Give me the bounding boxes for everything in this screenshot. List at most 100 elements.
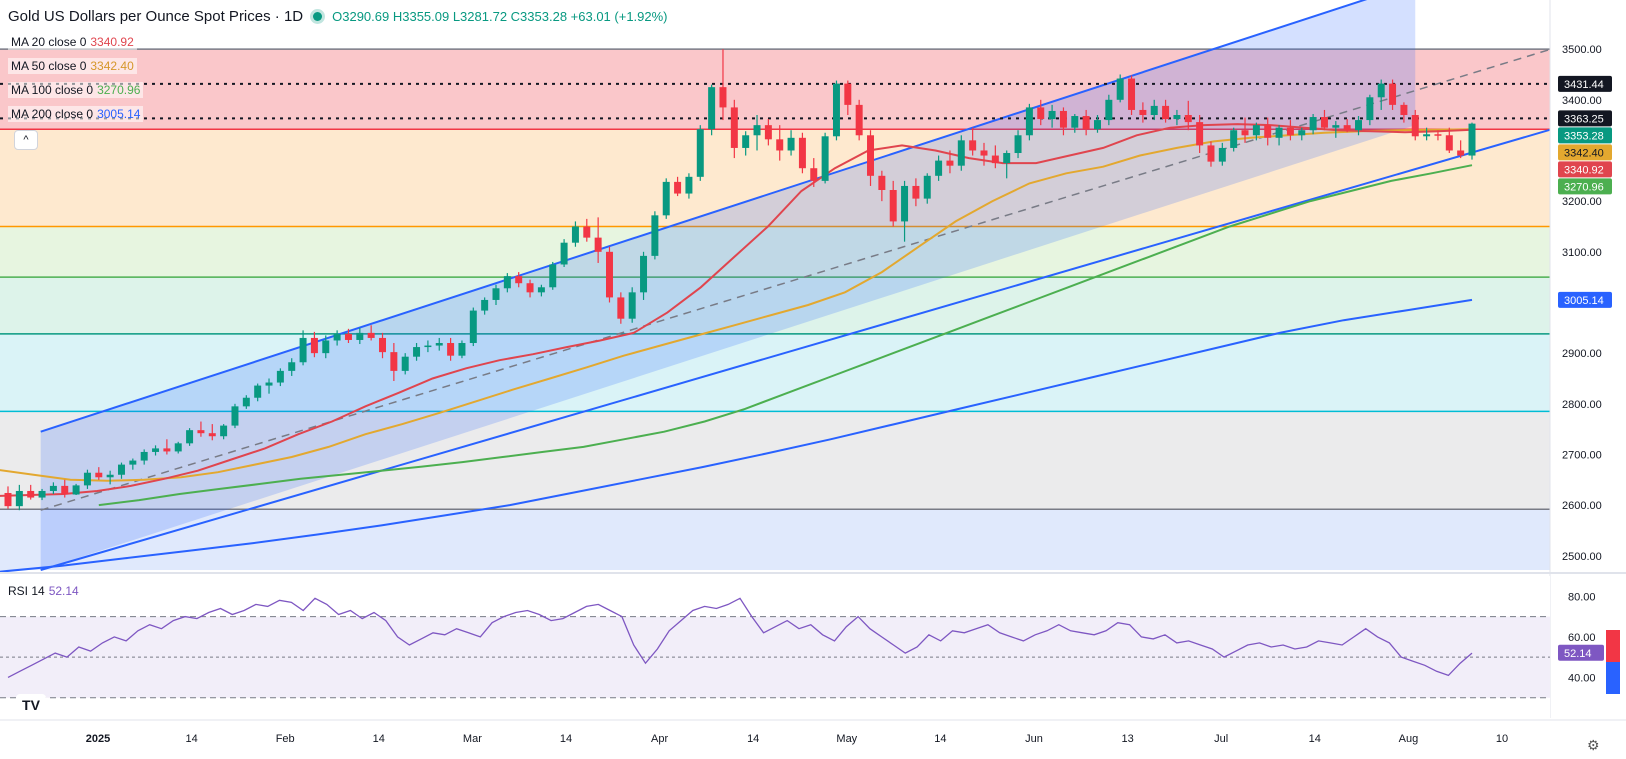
candle-body	[1377, 83, 1385, 98]
candle-body	[1298, 130, 1306, 136]
candle-body	[742, 135, 750, 148]
candle-body	[1320, 117, 1328, 128]
ma20-legend[interactable]: MA 20 close 0 3340.92	[8, 34, 137, 50]
price-tick-label: 3100.00	[1562, 247, 1602, 259]
candle-body	[1343, 125, 1351, 131]
chevron-up-icon[interactable]: ^	[14, 130, 38, 150]
candle-body	[186, 430, 194, 444]
candle-body	[594, 237, 602, 252]
candle-body	[719, 87, 727, 108]
candle-body	[1139, 109, 1147, 116]
market-status-icon	[313, 12, 323, 21]
candle-body	[889, 190, 897, 222]
price-tick-label: 2500.00	[1562, 551, 1602, 563]
candle-body	[764, 125, 772, 140]
ma200-label: MA 200 close 0	[11, 107, 94, 121]
time-tick-label: May	[836, 733, 857, 745]
candle-body	[1059, 110, 1067, 128]
candle-body	[447, 343, 455, 356]
candle-body	[1252, 125, 1260, 136]
candle-body	[1309, 117, 1317, 131]
candle-body	[1082, 116, 1090, 130]
candle-body	[152, 448, 160, 452]
candle-body	[49, 485, 57, 491]
time-tick-label: Feb	[276, 733, 295, 745]
candle-body	[1207, 145, 1215, 162]
price-badge-label: 3353.28	[1564, 130, 1604, 142]
ma50-value: 3342.40	[90, 59, 134, 73]
candle-body	[537, 287, 545, 293]
candle-body	[424, 345, 432, 348]
candle-body	[344, 333, 352, 340]
ma20-line	[0, 123, 1473, 497]
candle-body	[481, 299, 489, 311]
candle-body	[923, 175, 931, 199]
candle-body	[1105, 99, 1113, 121]
candle-body	[379, 337, 387, 353]
candle-body	[549, 264, 557, 288]
rsi-legend[interactable]: RSI 14 52.14	[8, 584, 79, 598]
candle-body	[571, 226, 579, 243]
candle-body	[798, 137, 806, 169]
time-tick-label: 14	[373, 733, 385, 745]
time-tick-label: 14	[747, 733, 759, 745]
candle-body	[15, 490, 23, 507]
rsi-color-bar-blue	[1606, 662, 1620, 694]
candle-body	[1025, 107, 1033, 136]
candle-body	[991, 155, 999, 164]
candle-body	[1173, 115, 1181, 120]
ma100-legend[interactable]: MA 100 close 0 3270.96	[8, 82, 144, 98]
candle-body	[163, 448, 171, 452]
candle-body	[231, 406, 239, 426]
candle-body	[935, 160, 943, 176]
rsi-tick-label: 60.00	[1568, 632, 1596, 644]
candle-body	[674, 181, 682, 194]
fib-zone	[0, 509, 1550, 570]
candle-body	[265, 382, 273, 386]
fib-zone	[0, 411, 1550, 510]
ma100-label: MA 100 close 0	[11, 83, 94, 97]
price-tick-label: 2900.00	[1562, 348, 1602, 360]
candle-body	[1184, 115, 1192, 123]
candle-body	[106, 474, 114, 478]
tradingview-logo-icon[interactable]: TV	[16, 694, 46, 716]
time-tick-label: 14	[1309, 733, 1321, 745]
candle-body	[696, 129, 704, 177]
candle-body	[435, 343, 443, 346]
candle-body	[83, 472, 91, 486]
ma50-line	[0, 128, 1473, 482]
candle-body	[1218, 147, 1226, 162]
candle-body	[912, 185, 920, 199]
ma200-line	[0, 298, 1473, 573]
candle-body	[254, 385, 262, 398]
ma200-value: 3005.14	[97, 107, 141, 121]
price-badge-label: 3363.25	[1564, 113, 1604, 125]
gear-icon[interactable]: ⚙	[1587, 737, 1600, 754]
time-tick-label: 10	[1496, 733, 1508, 745]
candle-body	[27, 490, 35, 498]
candle-body	[787, 137, 795, 151]
price-tick-label: 3200.00	[1562, 196, 1602, 208]
fib-zone	[0, 129, 1550, 227]
price-badge	[1558, 75, 1612, 92]
candle-body	[515, 276, 523, 284]
time-tick-label: 14	[934, 733, 946, 745]
ma200-legend[interactable]: MA 200 close 0 3005.14	[8, 106, 144, 122]
symbol-title[interactable]: Gold US Dollars per Ounce Spot Prices · …	[8, 8, 304, 25]
candle-body	[1445, 135, 1453, 151]
candle-body	[1434, 134, 1442, 136]
ma50-legend[interactable]: MA 50 close 0 3342.40	[8, 58, 137, 74]
candle-body	[1286, 127, 1294, 136]
rsi-line	[7, 597, 1473, 678]
candle-body	[753, 125, 761, 136]
candle-body	[1093, 120, 1101, 130]
candle-body	[560, 242, 568, 265]
candle-body	[1355, 120, 1363, 131]
candle-body	[628, 292, 636, 319]
time-tick-label: Apr	[651, 733, 668, 745]
candle-body	[685, 176, 693, 194]
candle-body	[1366, 97, 1374, 121]
price-badge	[1558, 161, 1612, 178]
price-badge-label: 3270.96	[1564, 181, 1604, 193]
